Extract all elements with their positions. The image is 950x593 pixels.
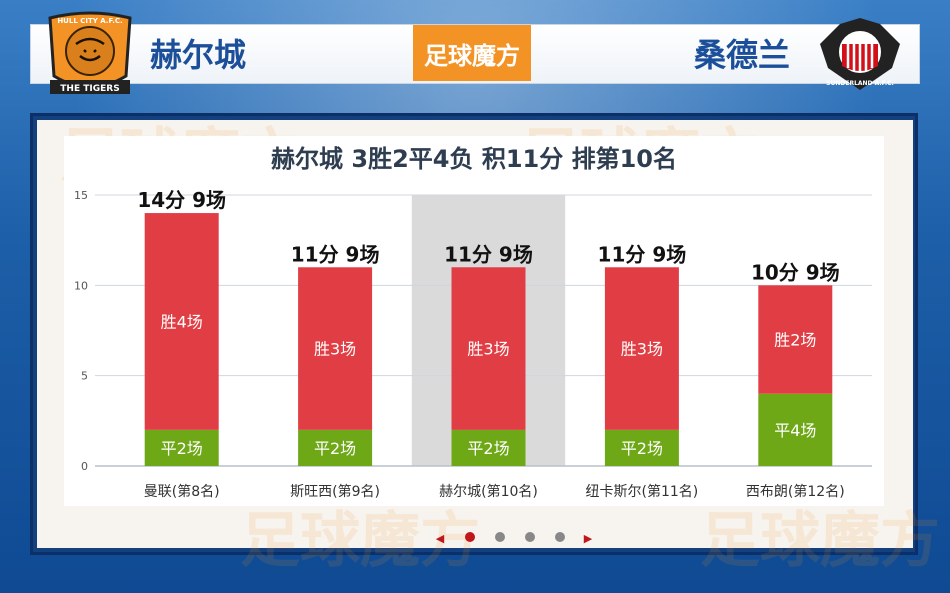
brand-logo: 足球魔方 bbox=[413, 25, 531, 81]
y-tick-label: 5 bbox=[81, 370, 88, 383]
win-label: 胜2场 bbox=[774, 331, 816, 350]
pager-dot[interactable] bbox=[465, 532, 475, 542]
y-tick-label: 10 bbox=[74, 279, 88, 292]
win-label: 胜3场 bbox=[467, 340, 509, 359]
y-tick-label: 0 bbox=[81, 460, 88, 473]
home-crest-text: HULL CITY A.F.C. bbox=[57, 17, 122, 25]
bar-segment-win bbox=[758, 285, 833, 394]
home-crest-motto: THE TIGERS bbox=[60, 84, 119, 94]
bar-segment-draw bbox=[298, 429, 373, 466]
bar-segment-draw bbox=[451, 429, 526, 466]
win-label: 胜4场 bbox=[161, 312, 203, 331]
points-label: 11分 9场 bbox=[291, 242, 380, 266]
points-label: 14分 9场 bbox=[137, 188, 226, 212]
bar-segment-draw bbox=[758, 393, 833, 466]
home-team-name: 赫尔城 bbox=[150, 36, 247, 74]
category-label: 西布朗(第12名) bbox=[746, 483, 845, 500]
y-tick-label: 15 bbox=[74, 189, 88, 202]
win-label: 胜3场 bbox=[314, 340, 356, 359]
prev-arrow[interactable]: ◀ bbox=[436, 532, 445, 545]
draw-label: 平2场 bbox=[621, 439, 663, 458]
brand-watermark: 足球魔方 bbox=[700, 506, 940, 576]
category-label: 斯旺西(第9名) bbox=[290, 483, 380, 500]
brand-watermark: 足球魔方 bbox=[240, 506, 480, 576]
draw-label: 平2场 bbox=[314, 439, 356, 458]
points-label: 11分 9场 bbox=[598, 242, 687, 266]
slide-pager: ◀ ▶ bbox=[436, 532, 593, 545]
bar-segment-win bbox=[144, 213, 219, 430]
points-label: 10分 9场 bbox=[751, 260, 840, 284]
pager-dot[interactable] bbox=[495, 532, 505, 542]
category-label: 纽卡斯尔(第11名) bbox=[586, 483, 699, 500]
draw-label: 平2场 bbox=[161, 439, 203, 458]
pager-dot[interactable] bbox=[555, 532, 565, 542]
bar-segment-win bbox=[451, 267, 526, 430]
draw-label: 平4场 bbox=[774, 421, 816, 440]
category-label: 赫尔城(第10名) bbox=[439, 483, 538, 500]
home-team-crest: THE TIGERS HULL CITY A.F.C. bbox=[48, 11, 132, 94]
away-team-crest: SUNDERLAND A.F.C. bbox=[820, 18, 900, 90]
category-label: 曼联(第8名) bbox=[144, 483, 220, 500]
win-label: 胜3场 bbox=[621, 340, 663, 359]
next-arrow[interactable]: ▶ bbox=[584, 532, 593, 545]
bar-segment-draw bbox=[604, 429, 679, 466]
away-team-name: 桑德兰 bbox=[694, 36, 791, 74]
chart-title: 赫尔城 3胜2平4负 积11分 排第10名 bbox=[271, 145, 677, 173]
bar-segment-win bbox=[604, 267, 679, 430]
bar-segment-win bbox=[298, 267, 373, 430]
pager-dot[interactable] bbox=[525, 532, 535, 542]
away-crest-text: SUNDERLAND A.F.C. bbox=[826, 80, 894, 87]
draw-label: 平2场 bbox=[467, 439, 509, 458]
points-label: 11分 9场 bbox=[444, 242, 533, 266]
bar-segment-draw bbox=[144, 429, 219, 466]
